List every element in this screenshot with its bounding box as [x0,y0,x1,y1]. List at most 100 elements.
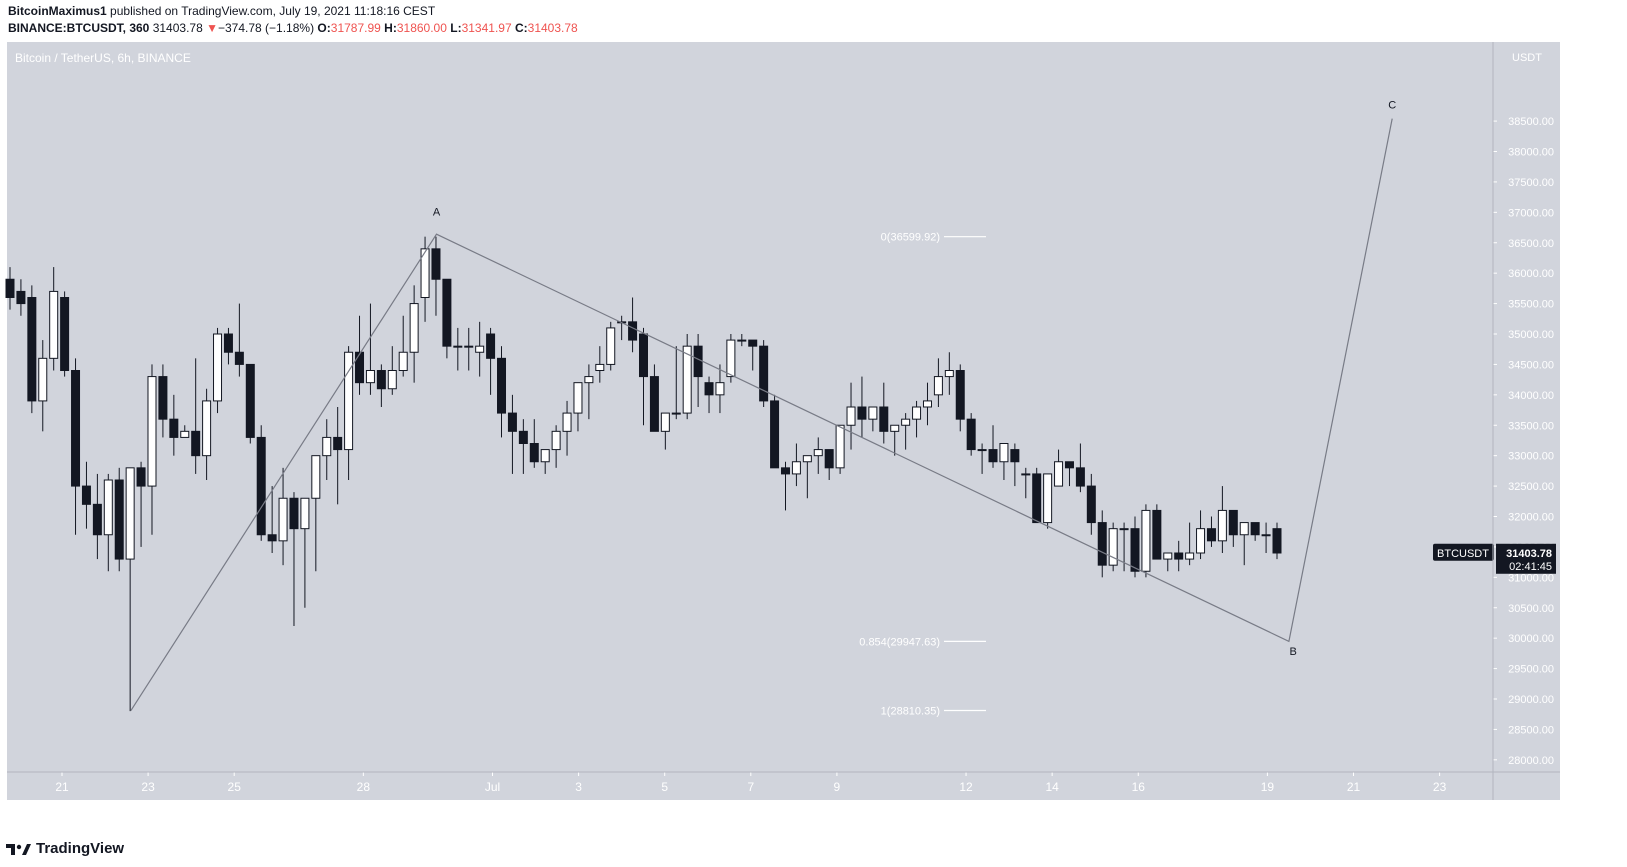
candle [868,406,878,432]
candle-body [81,485,91,505]
candle [824,449,834,480]
candle [289,492,299,626]
candle [376,364,386,407]
price-tick-label: 31000.00 [1508,572,1554,584]
candle-body [387,370,397,390]
price-tick-label: 34500.00 [1508,359,1554,371]
price-tick-label: 38500.00 [1508,116,1554,128]
price-tick-label: 36500.00 [1508,238,1554,250]
candle [791,443,801,487]
candle [147,364,157,535]
candle [464,327,474,371]
candle-body [704,382,714,396]
candle [125,467,135,712]
candle-body [639,333,648,378]
candle-body [453,345,463,348]
price-tick-label: 30000.00 [1508,633,1554,645]
candle-body [507,412,517,432]
candle-body [103,479,113,536]
candle-body [584,376,594,384]
candle-body [518,430,528,445]
ohlc-legend: BINANCE:BTCUSDT, 360 31403.78 ▼−374.78 (… [8,21,578,35]
candle-body [49,290,59,359]
price-tick-label: 38000.00 [1508,147,1554,159]
candle-body [1174,552,1184,560]
candle [497,346,507,438]
publish-info: BitcoinMaximus1 published on TradingView… [8,4,435,18]
candle [333,407,343,505]
candle-body [955,370,965,420]
candle-body [879,406,889,432]
candle-body [857,406,867,420]
candle-body [1130,528,1140,572]
publisher-name[interactable]: BitcoinMaximus1 [8,4,107,18]
plot-area[interactable] [7,42,1493,772]
wave-count-layer: A B C [130,99,1396,711]
close-value: 31403.78 [527,21,578,35]
price-tick-label: 33000.00 [1508,451,1554,463]
candle-body [398,351,408,371]
candle-body [1119,528,1129,531]
close-label: C: [514,21,528,35]
candle-body [944,370,954,378]
candle [540,449,550,474]
candle [890,424,900,456]
candle [671,346,681,420]
candle-body [278,497,288,542]
candle-body [671,412,681,415]
candle [1010,443,1020,487]
candle-body [16,290,26,305]
candle [16,279,26,316]
footer-brand[interactable]: TradingView [6,840,124,857]
candle [92,473,102,560]
time-tick-label: 12 [959,780,973,794]
axis-unit-label: USDT [1512,52,1542,64]
candle-body [1185,552,1195,560]
candle-body [780,467,790,475]
candle-body [846,406,856,426]
candle-body [1032,473,1042,524]
time-tick-label: 23 [141,780,155,794]
candle [256,425,266,541]
price-tick-label: 32500.00 [1508,481,1554,493]
candle-body [1163,552,1173,560]
candle-body [1075,467,1085,487]
candle [60,291,70,377]
candle-body [289,497,299,530]
wave-path-line [130,118,1393,711]
candle [1141,504,1151,578]
candle-body [770,400,780,469]
price-axis[interactable] [1493,42,1560,800]
candle-body [1086,485,1096,524]
candle [158,364,168,438]
candle-body [114,479,124,560]
candle-body [748,339,758,347]
candle [5,267,15,310]
candle [322,419,332,480]
candle-body [868,406,878,420]
candle [704,376,714,414]
time-axis[interactable] [7,772,1493,800]
change-down-icon: ▼ [206,21,218,35]
candle-body [486,333,496,359]
candle [780,461,790,511]
open-value: 31787.99 [330,21,381,35]
price-tick-label: 32000.00 [1508,512,1554,524]
candle-body [999,443,1009,463]
candle [344,346,354,480]
candle-body [660,412,670,432]
candle-body [60,297,70,371]
candle [81,461,91,529]
time-tick-label: 3 [575,780,582,794]
candle [1097,510,1107,578]
candle [1086,473,1096,535]
price-tick-label: 36000.00 [1508,268,1554,280]
candle-body [791,461,801,475]
candle-body [245,363,255,438]
candle-body [573,382,583,414]
candle [507,394,517,474]
candle [912,400,922,438]
time-tick-label: 5 [661,780,668,794]
candle-body [1239,522,1249,536]
